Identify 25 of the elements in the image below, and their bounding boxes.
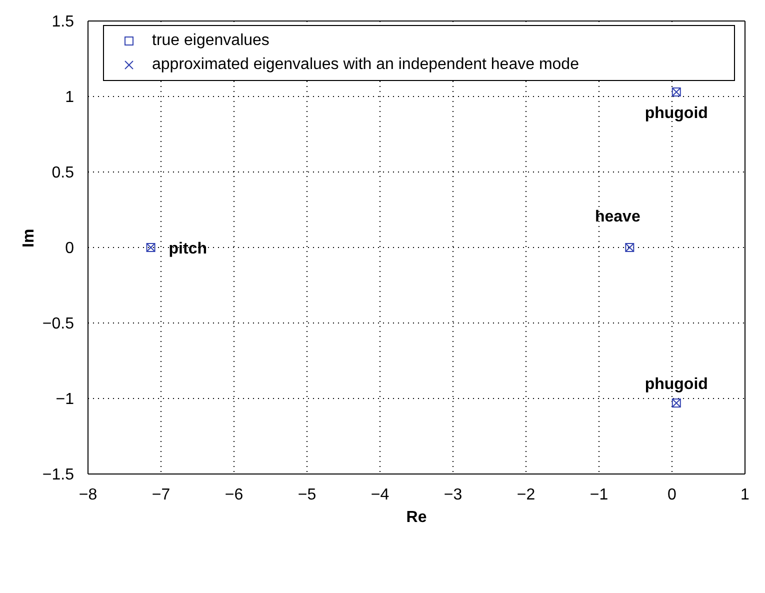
annotation: heave — [594, 208, 640, 226]
y-tick-label: 0.5 — [52, 164, 74, 182]
y-tick-label: −1 — [56, 391, 74, 408]
y-tick-label: −0.5 — [42, 316, 74, 333]
x-tick-label: 0 — [668, 486, 677, 504]
x-tick-label: −6 — [224, 486, 244, 504]
x-axis-title: Re — [406, 509, 427, 526]
x-tick-label: 1 — [740, 486, 750, 504]
x-tick-label: −8 — [78, 486, 98, 504]
legend-label: true eigenvalues — [152, 32, 270, 50]
x-tick-label: −4 — [370, 486, 390, 504]
y-tick-label: 1.5 — [52, 14, 74, 31]
y-tick-label: −1.5 — [42, 466, 74, 484]
y-axis-title: Im — [20, 228, 38, 248]
x-tick-label: −2 — [516, 486, 536, 504]
annotation: pitch — [168, 240, 207, 258]
x-tick-label: −3 — [444, 486, 462, 504]
legend-label: approximated eigenvalues with an independent heave mode — [152, 56, 579, 74]
y-tick-label: 1 — [65, 89, 74, 106]
x-tick-label: −7 — [152, 486, 170, 504]
x-tick-label: −5 — [298, 486, 316, 504]
annotation: phugoid — [644, 104, 708, 122]
y-tick-label: 0 — [65, 240, 74, 258]
annotation: phugoid — [644, 376, 708, 394]
x-tick-label: −1 — [590, 486, 608, 504]
